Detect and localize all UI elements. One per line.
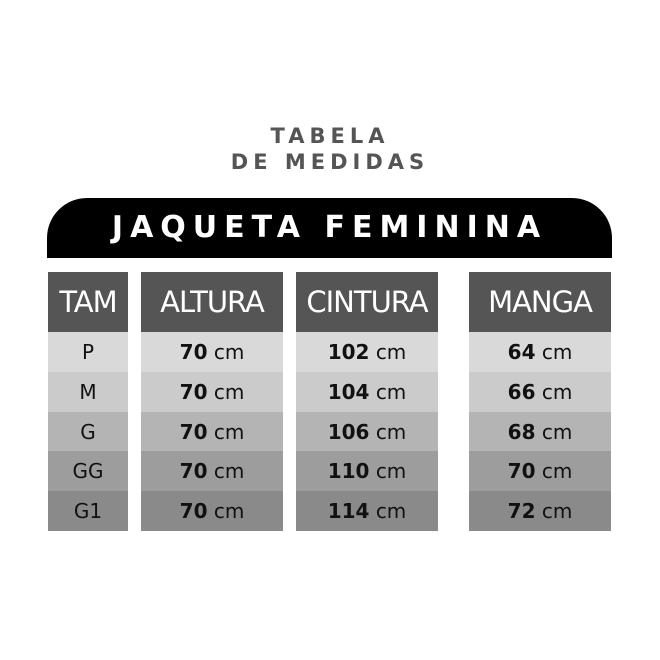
column-header: CINTURA <box>296 272 438 332</box>
cell-unit: cm <box>375 499 407 524</box>
table-cell: 110 cm <box>296 451 438 492</box>
table-cell: M <box>48 371 128 412</box>
cell-value: 70 <box>179 379 208 404</box>
column-header: TAM <box>48 272 128 332</box>
cell-value: 66 <box>507 379 536 404</box>
cell-value: 72 <box>507 499 536 524</box>
title-line-1: TABELA <box>270 124 390 148</box>
cell-value: 70 <box>179 419 208 444</box>
table-cell: G <box>48 411 128 452</box>
cell-unit: cm <box>541 419 573 444</box>
cell-unit: cm <box>213 340 245 364</box>
product-banner: JAQUETA FEMININA <box>47 198 612 258</box>
column-altura: ALTURA 70 cm 70 cm 70 cm 70 cm 70 cm <box>141 272 283 531</box>
table-cell: 102 cm <box>296 332 438 372</box>
cell-unit: cm <box>375 419 407 444</box>
table-cell: 104 cm <box>296 371 438 412</box>
cell-value: 70 <box>179 499 208 524</box>
table-cell: 70 cm <box>469 451 611 492</box>
cell-value: 70 <box>179 459 208 484</box>
cell-value: 114 <box>327 499 370 524</box>
cell-value: 110 <box>327 459 370 484</box>
cell-value: 70 <box>179 340 208 364</box>
table-cell: 106 cm <box>296 411 438 452</box>
title-line-2: DE MEDIDAS <box>230 150 430 174</box>
table-cell: 70 cm <box>141 332 283 372</box>
column-header: ALTURA <box>141 272 283 332</box>
table-cell: 114 cm <box>296 491 438 531</box>
table-cell: 64 cm <box>469 332 611 372</box>
cell-unit: cm <box>541 340 573 364</box>
column-tam: TAM P M G GG G1 <box>48 272 128 531</box>
cell-unit: cm <box>375 340 407 364</box>
cell-unit: cm <box>213 379 245 404</box>
table-cell: 70 cm <box>141 451 283 492</box>
table-cell: 72 cm <box>469 491 611 531</box>
table-cell: P <box>48 332 128 372</box>
table-cell: 66 cm <box>469 371 611 412</box>
cell-value: 104 <box>327 379 370 404</box>
table-cell: 68 cm <box>469 411 611 452</box>
column-header: MANGA <box>469 272 611 332</box>
cell-unit: cm <box>541 459 573 484</box>
cell-value: 106 <box>327 419 370 444</box>
table-cell: 70 cm <box>141 491 283 531</box>
cell-unit: cm <box>541 379 573 404</box>
cell-value: 70 <box>507 459 536 484</box>
cell-unit: cm <box>213 419 245 444</box>
table-cell: 70 cm <box>141 371 283 412</box>
cell-value: 68 <box>507 419 536 444</box>
cell-unit: cm <box>213 499 245 524</box>
table-cell: GG <box>48 451 128 492</box>
column-manga: MANGA 64 cm 66 cm 68 cm 70 cm 72 cm <box>469 272 611 531</box>
table-cell: 70 cm <box>141 411 283 452</box>
table-cell: G1 <box>48 491 128 531</box>
cell-value: 102 <box>327 340 370 364</box>
cell-value: 64 <box>507 340 536 364</box>
cell-unit: cm <box>541 499 573 524</box>
cell-unit: cm <box>375 379 407 404</box>
cell-unit: cm <box>375 459 407 484</box>
cell-unit: cm <box>213 459 245 484</box>
column-cintura: CINTURA 102 cm 104 cm 106 cm 110 cm 114 cm <box>296 272 438 531</box>
